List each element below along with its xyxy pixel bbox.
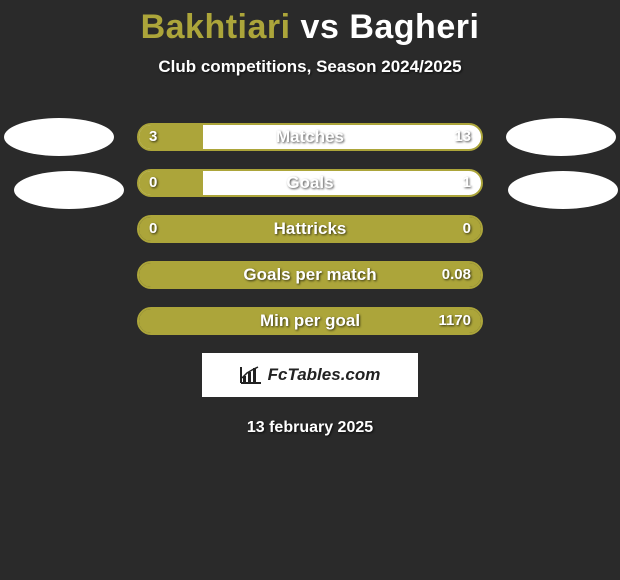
bar-label: Goals (139, 171, 481, 195)
comparison-title: Bakhtiari vs Bagheri (0, 0, 620, 47)
bar-value-right: 1 (463, 171, 471, 195)
stat-bar: 0Hattricks0 (137, 215, 483, 243)
bar-label: Hattricks (139, 217, 481, 241)
stat-bar: Goals per match0.08 (137, 261, 483, 289)
player1-name: Bakhtiari (141, 8, 291, 46)
bar-value-right: 0.08 (442, 263, 471, 287)
vs-text: vs (301, 8, 340, 46)
bar-value-right: 1170 (438, 309, 471, 333)
stat-bars: 3Matches130Goals10Hattricks0Goals per ma… (0, 123, 620, 335)
bar-label: Min per goal (139, 309, 481, 333)
bar-label: Matches (139, 125, 481, 149)
player2-avatar-shape-2 (508, 171, 618, 209)
player2-avatar-shape-1 (506, 118, 616, 156)
date-text: 13 february 2025 (0, 419, 620, 437)
brand-badge: FcTables.com (202, 353, 418, 397)
bar-value-right: 13 (454, 125, 471, 149)
bar-value-right: 0 (463, 217, 471, 241)
stat-bar: 3Matches13 (137, 123, 483, 151)
player1-avatar-shape-1 (4, 118, 114, 156)
player1-avatar-shape-2 (14, 171, 124, 209)
stat-bar: 0Goals1 (137, 169, 483, 197)
bar-label: Goals per match (139, 263, 481, 287)
stat-bar: Min per goal1170 (137, 307, 483, 335)
chart-icon (240, 366, 262, 384)
brand-text: FcTables.com (268, 365, 381, 385)
player2-name: Bagheri (349, 8, 479, 46)
subtitle: Club competitions, Season 2024/2025 (0, 57, 620, 77)
